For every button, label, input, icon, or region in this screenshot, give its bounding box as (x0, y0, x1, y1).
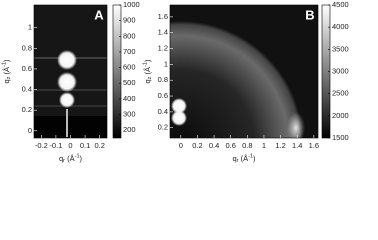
axis-superscript: -1 (2, 62, 8, 67)
axis-label: qr (Å-1) (233, 154, 257, 165)
x-tick-label: 0.8 (242, 141, 252, 150)
axis-unit: (Å (65, 154, 75, 163)
x-tick-label: -0.1 (49, 141, 62, 150)
axis-unit-end: ) (80, 154, 83, 163)
y-tick-label: 1.4 (158, 28, 168, 37)
y-tick-label: 0.4 (158, 107, 168, 116)
axis-label: qz (Å-1) (2, 59, 13, 83)
y-tick-label: 0.4 (22, 85, 32, 94)
x-tick-label: 1 (262, 141, 266, 150)
colorbar-tick-label: 300 (123, 110, 136, 119)
panel-label: A (94, 7, 104, 22)
colorbar-tick-label: 1000 (123, 0, 140, 9)
x-tick-label: 0 (68, 141, 72, 150)
hot-spot (287, 112, 305, 138)
axis-subscript: z (147, 76, 153, 79)
colorbar-tick-label: 2000 (332, 111, 349, 120)
beam-stop (34, 116, 107, 138)
colorbar-tick-label: 600 (123, 63, 136, 72)
colorbar-tick-label: 800 (123, 31, 136, 40)
axis-unit: (Å (143, 67, 152, 77)
y-tick-label: 0.6 (22, 64, 32, 73)
x-tick-label: 0.1 (80, 141, 90, 150)
bragg-spot (171, 110, 187, 126)
y-tick-label: 0.8 (22, 43, 32, 52)
axis-symbol: q (143, 79, 152, 83)
axis-subscript: z (6, 76, 12, 79)
x-tick-label: -0.2 (35, 141, 48, 150)
y-tick-label: 0 (28, 126, 32, 135)
bragg-spot (171, 98, 187, 114)
x-tick-label: 0.4 (209, 141, 219, 150)
colorbar-tick-label: 900 (123, 16, 136, 25)
y-tick-label: 1.2 (158, 44, 168, 53)
x-tick-label: 1.6 (309, 141, 319, 150)
colorbar-tick-label: 400 (123, 94, 136, 103)
y-tick-label: 1.6 (158, 12, 168, 21)
colorbar-tick-label: 200 (123, 125, 136, 134)
x-tick-label: 0 (179, 141, 183, 150)
axis-superscript: -1 (248, 154, 253, 160)
axis-symbol: q (59, 154, 63, 163)
y-tick-label: 0.2 (22, 105, 32, 114)
axis-unit: (Å (239, 154, 249, 163)
y-tick-label: 1 (164, 59, 168, 68)
axis-unit-end: ) (143, 59, 152, 62)
bragg-spot (59, 92, 75, 108)
axis-label: qr (Å-1) (59, 154, 83, 165)
colorbar-tick-label: 4000 (332, 22, 349, 31)
x-tick-label: 0.6 (225, 141, 235, 150)
plot-frame (169, 4, 319, 139)
colorbar-tick-label: 1500 (332, 133, 349, 142)
y-tick-label: 0.8 (158, 75, 168, 84)
bragg-spot (57, 72, 77, 92)
colorbar-tick-label: 700 (123, 47, 136, 56)
axis-unit: (Å (2, 67, 11, 77)
colorbar (112, 4, 122, 139)
axis-superscript: -1 (143, 62, 149, 67)
y-tick-label: 0.2 (158, 123, 168, 132)
x-tick-label: 0.2 (94, 141, 104, 150)
panel-label: B (305, 7, 314, 22)
y-tick-label: 1 (28, 23, 32, 32)
x-tick-label: 1.4 (292, 141, 302, 150)
axis-subscript: r (237, 158, 239, 164)
image-background (34, 5, 107, 138)
heatmap-image (170, 5, 318, 138)
axis-superscript: -1 (75, 154, 80, 160)
colorbar-tick-label: 500 (123, 78, 136, 87)
colorbar-tick-label: 3000 (332, 66, 349, 75)
specular-rod (66, 109, 68, 137)
axis-unit-end: ) (2, 59, 11, 62)
axis-label: qz (Å-1) (143, 59, 154, 83)
x-tick-label: 1.2 (275, 141, 285, 150)
axis-subscript: r (63, 158, 65, 164)
bragg-spot (57, 50, 77, 70)
axis-symbol: q (233, 154, 237, 163)
y-tick-label: 0.6 (158, 91, 168, 100)
colorbar-tick-label: 3500 (332, 44, 349, 53)
axis-unit-end: ) (253, 154, 256, 163)
x-tick-label: 0.2 (192, 141, 202, 150)
heatmap-image (34, 5, 107, 138)
axis-symbol: q (2, 79, 11, 83)
colorbar-tick-label: 2500 (332, 89, 349, 98)
colorbar-tick-label: 4500 (332, 0, 349, 9)
